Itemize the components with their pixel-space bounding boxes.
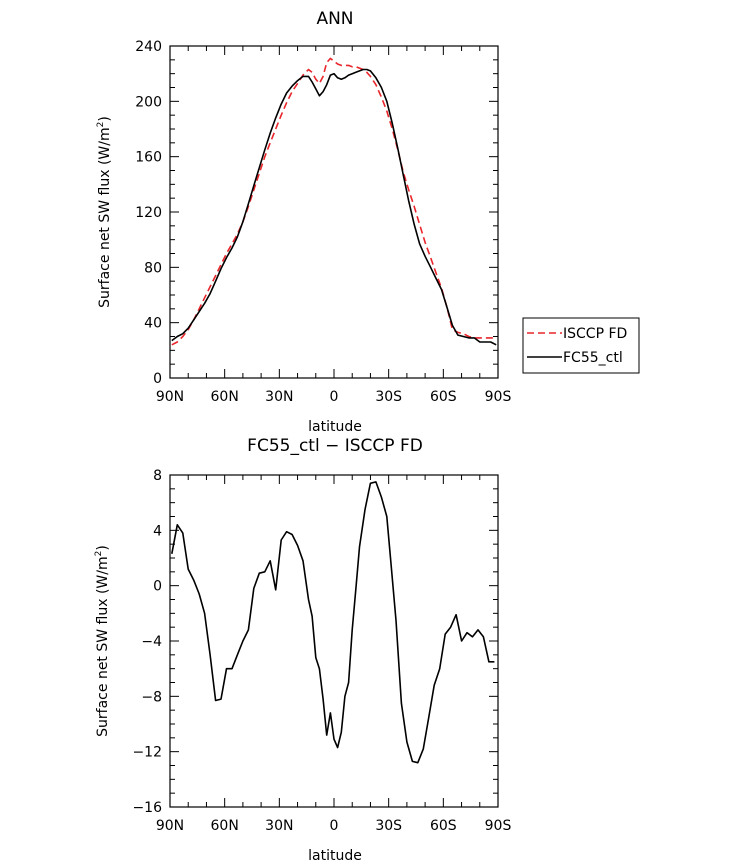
panel-2-y-tick-label: −16 xyxy=(132,800,162,816)
panel-1-x-tick-label: 90S xyxy=(485,389,512,405)
legend-label-fc55-ctl: FC55_ctl xyxy=(563,350,623,366)
panel-1-y-axis-label: Surface net SW flux (W/m2) xyxy=(96,116,113,308)
panel-1-x-tick-label: 30N xyxy=(265,389,293,405)
panel-1-y-tick-label: 240 xyxy=(135,39,162,55)
panel-1-x-tick-label: 90N xyxy=(156,389,184,405)
panel-2-y-tick-label: 4 xyxy=(153,523,162,539)
panel-2-x-axis-label: latitude xyxy=(308,848,362,864)
panel-2-y-tick-label: −8 xyxy=(141,689,162,705)
panel-2-plot-frame xyxy=(169,474,499,808)
panel-1-series-line-isccp-fd xyxy=(171,57,497,346)
panel-2: FC55_ctl − ISCCP FD 90N 60N 30N 0 30S 60S 90S −… xyxy=(94,436,511,864)
panel-1-y-tick-label: 80 xyxy=(144,260,162,276)
panel-1-plot-frame xyxy=(169,45,499,379)
panel-1-y-tick-label: 200 xyxy=(135,94,162,110)
panel-1-y-tick-label: 160 xyxy=(135,150,162,166)
panel-2-y-tick-label: 0 xyxy=(153,579,162,595)
panel-2-y-tick-label: 8 xyxy=(153,468,162,484)
panel-1-y-tick-label: 120 xyxy=(135,205,162,221)
legend-box xyxy=(522,317,640,374)
panel-1-title: ANN xyxy=(316,9,353,29)
panel-1: ANN 90N 60N 30N 0 30S 60S 90S 0 40 80 120 160 200 240… xyxy=(96,9,640,435)
panel-1-x-tick-label: 30S xyxy=(375,389,402,405)
legend-label-isccp-fd: ISCCP FD xyxy=(563,326,627,342)
panel-2-x-tick-label: 30N xyxy=(265,818,293,834)
panel-1-x-tick-label: 60S xyxy=(430,389,457,405)
panel-2-x-tick-label: 60S xyxy=(430,818,457,834)
panel-2-x-tick-label: 90N xyxy=(156,818,184,834)
panel-1-y-tick-label: 0 xyxy=(153,371,162,387)
panel-2-x-tick-label: 90S xyxy=(485,818,512,834)
panel-2-x-tick-label: 60N xyxy=(211,818,239,834)
panel-2-x-tick-label: 0 xyxy=(330,818,339,834)
panel-2-y-tick-label: −12 xyxy=(132,745,162,761)
panel-2-series-line-0 xyxy=(171,481,495,764)
panel-1-y-tick-label: 40 xyxy=(144,316,162,332)
panel-1-x-tick-label: 60N xyxy=(211,389,239,405)
panel-1-x-tick-label: 0 xyxy=(330,389,339,405)
panel-2-y-tick-label: −4 xyxy=(141,634,162,650)
panel-1-x-axis-label: latitude xyxy=(308,419,362,435)
legend: ISCCP FD FC55_ctl xyxy=(522,317,640,374)
panel-2-x-tick-label: 30S xyxy=(375,818,402,834)
panel-2-y-axis-label: Surface net SW flux (W/m2) xyxy=(94,545,111,737)
panel-2-title: FC55_ctl − ISCCP FD xyxy=(247,436,423,456)
panel-1-series-line-fc55-ctl xyxy=(171,68,497,346)
